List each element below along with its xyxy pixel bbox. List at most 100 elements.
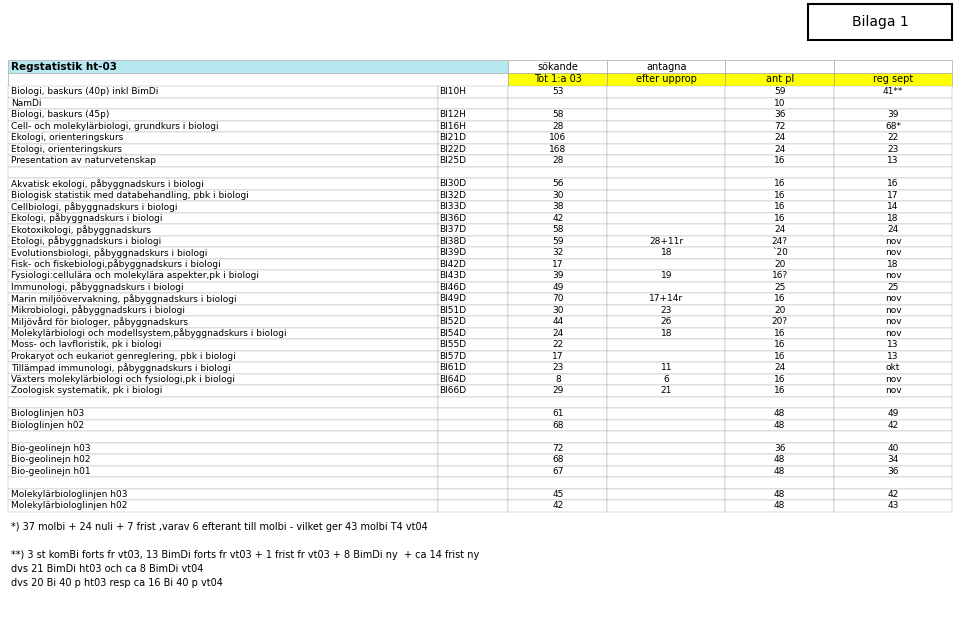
Text: nov: nov — [885, 329, 901, 338]
Bar — [438, 374, 509, 385]
Bar — [509, 86, 608, 98]
Bar — [509, 281, 608, 293]
Text: 48: 48 — [774, 421, 785, 429]
Bar — [834, 121, 952, 132]
Bar — [509, 397, 608, 408]
Text: Miljövård för biologer, påbyggnadskurs: Miljövård för biologer, påbyggnadskurs — [11, 317, 188, 327]
Text: BI52D: BI52D — [440, 317, 467, 326]
Bar — [726, 155, 834, 166]
Bar — [8, 397, 438, 408]
Bar — [608, 442, 726, 454]
Text: 22: 22 — [552, 340, 564, 349]
Text: 70: 70 — [552, 294, 564, 303]
Bar — [608, 477, 726, 489]
Text: 48: 48 — [774, 455, 785, 464]
Bar — [438, 270, 509, 281]
Bar — [608, 121, 726, 132]
Bar — [834, 259, 952, 270]
Text: 49: 49 — [887, 409, 899, 418]
Bar — [438, 351, 509, 362]
Bar — [438, 98, 509, 109]
Bar — [8, 236, 438, 247]
Bar — [8, 489, 438, 500]
Text: 36: 36 — [774, 110, 785, 119]
Bar — [834, 419, 952, 431]
Text: NamDi: NamDi — [11, 99, 41, 108]
Bar — [509, 419, 608, 431]
Text: 72: 72 — [774, 122, 785, 131]
Bar — [834, 281, 952, 293]
Bar — [726, 86, 834, 98]
Text: BI39D: BI39D — [440, 248, 467, 257]
Bar — [438, 477, 509, 489]
Text: Bio-geolinejn h02: Bio-geolinejn h02 — [11, 455, 90, 464]
Bar — [509, 442, 608, 454]
Bar — [438, 144, 509, 155]
Bar — [509, 304, 608, 316]
Bar — [8, 327, 438, 339]
Text: 45: 45 — [552, 490, 564, 499]
Text: 48: 48 — [774, 490, 785, 499]
Bar — [509, 132, 608, 144]
Text: 18: 18 — [887, 214, 899, 223]
Bar — [438, 213, 509, 224]
Bar — [608, 224, 726, 236]
Bar — [509, 327, 608, 339]
Bar — [834, 500, 952, 512]
Text: 16: 16 — [774, 202, 785, 211]
Bar — [834, 477, 952, 489]
Bar — [834, 270, 952, 281]
Text: 42: 42 — [552, 501, 564, 510]
Text: nov: nov — [885, 237, 901, 246]
Bar — [726, 236, 834, 247]
Text: nov: nov — [885, 386, 901, 395]
Bar — [8, 374, 438, 385]
Text: 30: 30 — [552, 306, 564, 315]
Text: Molekylärbiologi och modellsystem,påbyggnadskurs i biologi: Molekylärbiologi och modellsystem,påbygg… — [11, 328, 287, 338]
Text: Ekologi, orienteringskurs: Ekologi, orienteringskurs — [11, 134, 123, 143]
Text: 67: 67 — [552, 467, 564, 476]
Bar — [608, 73, 726, 86]
Text: Molekylärbiologlinjen h03: Molekylärbiologlinjen h03 — [11, 490, 128, 499]
Bar — [608, 270, 726, 281]
Text: 41**: 41** — [883, 87, 903, 96]
Text: 16: 16 — [774, 294, 785, 303]
Bar — [509, 339, 608, 351]
Text: 16?: 16? — [772, 272, 788, 281]
Text: nov: nov — [885, 248, 901, 257]
Text: 20: 20 — [774, 306, 785, 315]
Text: 34: 34 — [887, 455, 899, 464]
Text: 24: 24 — [774, 144, 785, 153]
Text: 16: 16 — [774, 352, 785, 361]
Bar — [608, 60, 726, 73]
Text: **) 3 st komBi forts fr vt03, 13 BimDi forts fr vt03 + 1 frist fr vt03 + 8 BimDi: **) 3 st komBi forts fr vt03, 13 BimDi f… — [11, 550, 479, 559]
Text: Etologi, orienteringskurs: Etologi, orienteringskurs — [11, 144, 122, 153]
Text: 30: 30 — [552, 191, 564, 200]
Text: 17: 17 — [552, 352, 564, 361]
Bar — [8, 60, 509, 73]
Bar — [608, 247, 726, 259]
Bar — [608, 259, 726, 270]
Bar — [726, 489, 834, 500]
Bar — [608, 109, 726, 121]
Text: Biologi, baskurs (40p) inkl BimDi: Biologi, baskurs (40p) inkl BimDi — [11, 87, 158, 96]
Bar — [726, 121, 834, 132]
Text: 13: 13 — [887, 340, 899, 349]
Bar — [509, 224, 608, 236]
Bar — [509, 351, 608, 362]
Text: Cellbiologi, påbyggnadskurs i biologi: Cellbiologi, påbyggnadskurs i biologi — [11, 202, 178, 212]
Bar — [438, 465, 509, 477]
Bar — [8, 385, 438, 397]
Text: nov: nov — [885, 317, 901, 326]
Text: 23: 23 — [552, 363, 564, 372]
Bar — [438, 408, 509, 419]
Text: Växters molekylärbiologi och fysiologi,pk i biologi: Växters molekylärbiologi och fysiologi,p… — [11, 375, 235, 384]
Text: Biologi, baskurs (45p): Biologi, baskurs (45p) — [11, 110, 109, 119]
Text: Bio-geolinejn h01: Bio-geolinejn h01 — [11, 467, 90, 476]
Bar — [438, 500, 509, 512]
Text: 40: 40 — [887, 444, 899, 453]
Text: BI55D: BI55D — [440, 340, 467, 349]
Bar — [438, 166, 509, 178]
Text: Biologlinjen h02: Biologlinjen h02 — [11, 421, 84, 429]
Bar — [438, 86, 509, 98]
